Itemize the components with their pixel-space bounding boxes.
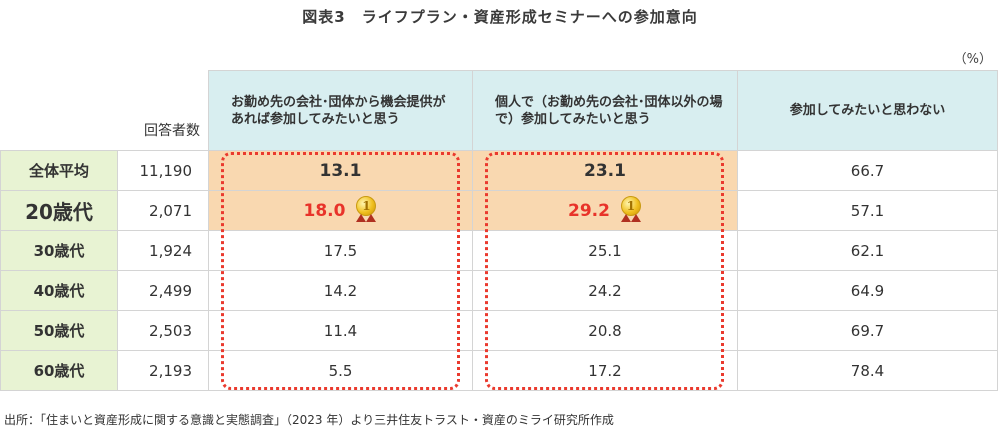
table-row: 50歳代 2,503 11.4 20.8 69.7 <box>0 310 998 351</box>
value-not-interested: 57.1 <box>737 190 998 231</box>
gold-medal-icon: 1 <box>355 195 377 222</box>
value-company: 17.5 <box>208 230 473 271</box>
source-note: 出所：「住まいと資産形成に関する意識と実態調査」（2023 年）より三井住友トラ… <box>4 413 614 427</box>
value-company: 11.4 <box>208 310 473 351</box>
row-label: 50歳代 <box>0 310 118 351</box>
row-label: 20歳代 <box>0 190 118 231</box>
survey-table: 回答者数 お勤め先の会社･団体から機会提供があれば参加してみたいと思う 個人で（… <box>0 70 998 391</box>
table-row: 40歳代 2,499 14.2 24.2 64.9 <box>0 270 998 311</box>
value-company: 13.1 <box>208 150 473 191</box>
header-count: 回答者数 <box>117 70 209 151</box>
table-row: 20歳代 2,071 18.0 1 29.2 1 57.1 <box>0 190 998 231</box>
row-label: 30歳代 <box>0 230 118 271</box>
row-label: 60歳代 <box>0 350 118 391</box>
respondent-count: 1,924 <box>117 230 209 271</box>
value-individual: 25.1 <box>472 230 738 271</box>
value-individual: 20.8 <box>472 310 738 351</box>
unit-label: （%） <box>953 52 992 67</box>
value-not-interested: 62.1 <box>737 230 998 271</box>
value-individual: 17.2 <box>472 350 738 391</box>
value-individual: 29.2 <box>568 200 610 221</box>
value-company-cell: 18.0 1 <box>208 190 473 231</box>
respondent-count: 2,499 <box>117 270 209 311</box>
value-not-interested: 69.7 <box>737 310 998 351</box>
table-row: 全体平均 11,190 13.1 23.1 66.7 <box>0 150 998 191</box>
value-not-interested: 64.9 <box>737 270 998 311</box>
table-row: 30歳代 1,924 17.5 25.1 62.1 <box>0 230 998 271</box>
value-individual: 24.2 <box>472 270 738 311</box>
row-label: 全体平均 <box>0 150 118 191</box>
header-company-opportunity: お勤め先の会社･団体から機会提供があれば参加してみたいと思う <box>208 70 473 151</box>
value-company: 18.0 <box>303 200 346 221</box>
header-blank <box>0 70 118 151</box>
respondent-count: 11,190 <box>117 150 209 191</box>
header-individual: 個人で（お勤め先の会社･団体以外の場で）参加してみたいと思う <box>472 70 738 151</box>
header-row: 回答者数 お勤め先の会社･団体から機会提供があれば参加してみたいと思う 個人で（… <box>0 70 998 151</box>
figure-title: 図表3 ライフプラン・資産形成セミナーへの参加意向 <box>302 8 698 26</box>
value-not-interested: 66.7 <box>737 150 998 191</box>
value-individual-cell: 29.2 1 <box>472 190 738 231</box>
value-not-interested: 78.4 <box>737 350 998 391</box>
table-row: 60歳代 2,193 5.5 17.2 78.4 <box>0 350 998 391</box>
value-individual: 23.1 <box>472 150 738 191</box>
respondent-count: 2,503 <box>117 310 209 351</box>
respondent-count: 2,071 <box>117 190 209 231</box>
gold-medal-icon: 1 <box>620 195 642 222</box>
respondent-count: 2,193 <box>117 350 209 391</box>
value-company: 5.5 <box>208 350 473 391</box>
row-label: 40歳代 <box>0 270 118 311</box>
header-not-interested: 参加してみたいと思わない <box>737 70 998 151</box>
value-company: 14.2 <box>208 270 473 311</box>
